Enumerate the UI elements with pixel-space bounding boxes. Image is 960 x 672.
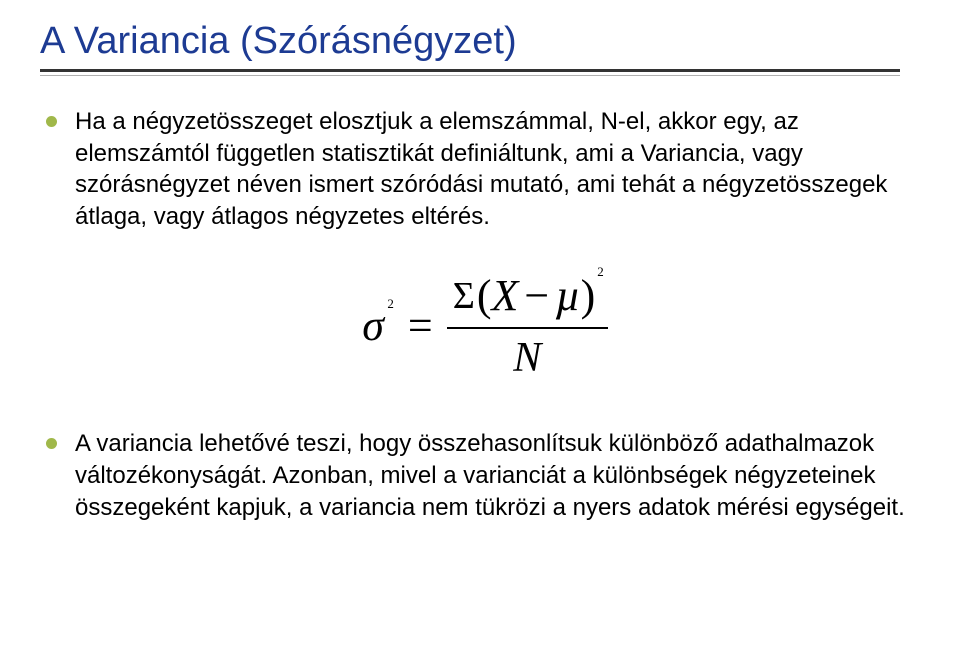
- bullet-item-2: A variancia lehetővé teszi, hogy összeha…: [46, 428, 920, 523]
- sigma-exponent: 2: [387, 295, 394, 312]
- bullet-text-1: Ha a négyzetösszeget elosztjuk a elemszá…: [75, 106, 920, 233]
- rule-light: [40, 75, 900, 76]
- mu-symbol: µ: [555, 267, 580, 325]
- bullet-item-1: Ha a négyzetösszeget elosztjuk a elemszá…: [46, 106, 920, 233]
- slide-title: A Variancia (Szórásnégyzet): [40, 20, 920, 63]
- fraction: Σ ( X − µ ) 2 N: [447, 267, 608, 387]
- formula-block: σ 2 = Σ ( X − µ ) 2 N: [50, 267, 920, 387]
- sigma-char: σ: [362, 301, 384, 350]
- bullet-dot-icon: [46, 116, 57, 127]
- slide-container: A Variancia (Szórásnégyzet) Ha a négyzet…: [0, 0, 960, 672]
- variance-formula: σ 2 = Σ ( X − µ ) 2 N: [362, 267, 608, 387]
- bullet-text-2: A variancia lehetővé teszi, hogy összeha…: [75, 428, 920, 523]
- variable-x: X: [492, 267, 519, 325]
- rule-dark: [40, 69, 900, 72]
- minus-sign: −: [524, 267, 549, 325]
- numerator: Σ ( X − µ ) 2: [447, 267, 608, 327]
- equals-sign: =: [408, 297, 433, 355]
- title-underline: [40, 69, 920, 76]
- body-content: Ha a négyzetösszeget elosztjuk a elemszá…: [50, 106, 920, 523]
- numerator-exponent: 2: [597, 263, 604, 280]
- sum-symbol: Σ: [453, 271, 475, 321]
- bullet-dot-icon: [46, 438, 57, 449]
- sigma-symbol: σ 2: [362, 297, 384, 355]
- open-paren: (: [477, 267, 492, 325]
- denominator: N: [513, 329, 541, 386]
- close-paren: ): [581, 267, 596, 325]
